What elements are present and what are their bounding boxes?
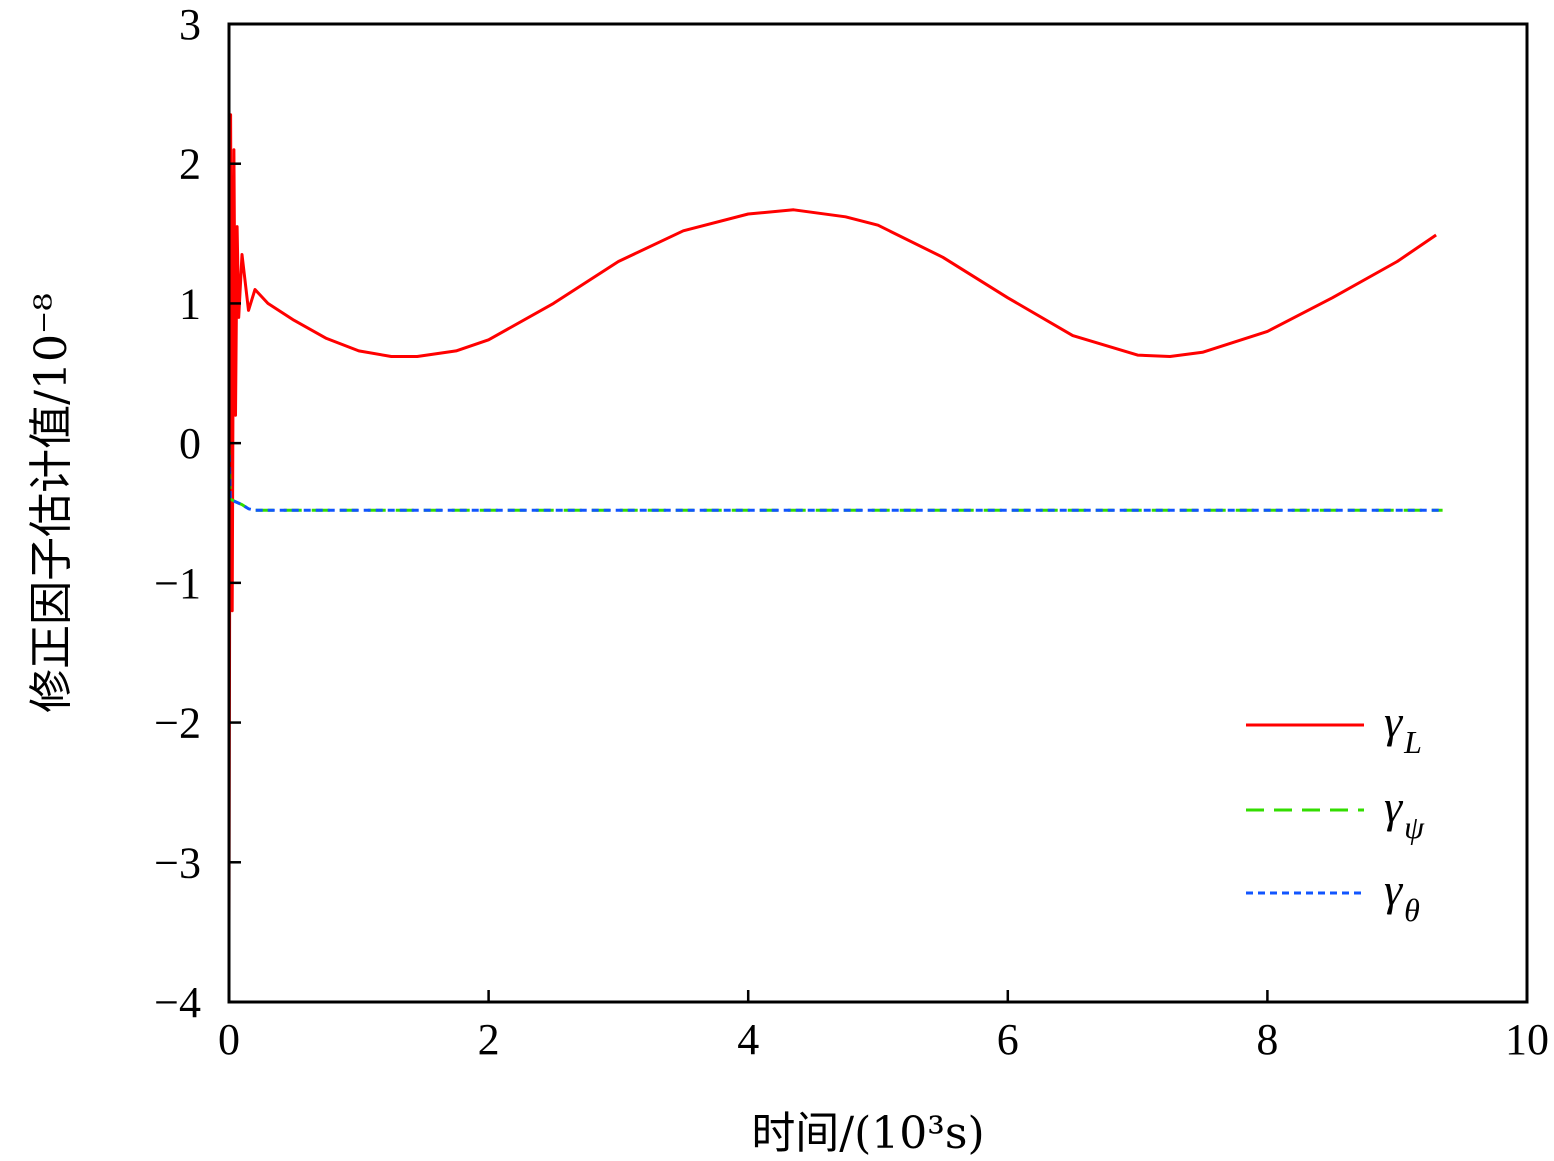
ticks-layer: 0 2 4 6 8 10 −4 −3 −2 −1 0 1 2 3 (154, 0, 1549, 1064)
y-tick-label: 0 (179, 419, 201, 468)
x-tick-label: 8 (1256, 1015, 1278, 1064)
legend-subscript: ψ (1404, 809, 1425, 845)
y-tick-label: −2 (154, 699, 201, 748)
y-tick-label: −3 (154, 838, 201, 887)
legend-subscript: L (1403, 724, 1422, 760)
legend-symbol: γ (1384, 864, 1404, 915)
y-tick-label: −1 (154, 559, 201, 608)
series-layer (227, 113, 1443, 926)
series-line-0 (227, 113, 1437, 926)
legend-subscript: θ (1404, 892, 1420, 928)
x-tick-label: 4 (737, 1015, 759, 1064)
series-line-1 (227, 443, 1443, 512)
y-tick-label: −4 (154, 978, 201, 1027)
series-line-2 (227, 443, 1443, 512)
y-axis-label: 修正因子估计值/10⁻⁸ (26, 293, 77, 713)
legend-symbol: γ (1384, 781, 1404, 832)
legend-label-0: γL (1384, 696, 1422, 760)
x-axis-label: 时间/(10³s) (751, 1108, 984, 1159)
x-tick-label: 6 (997, 1015, 1019, 1064)
legend-label-2: γθ (1384, 864, 1420, 928)
x-tick-label: 10 (1505, 1015, 1549, 1064)
y-tick-label: 3 (179, 0, 201, 49)
x-tick-label: 0 (218, 1015, 240, 1064)
legend-symbol: γ (1384, 696, 1404, 747)
y-tick-label: 2 (179, 140, 201, 189)
y-tick-label: 1 (179, 279, 201, 328)
plot-frame (227, 22, 1529, 1004)
x-tick-label: 2 (478, 1015, 500, 1064)
legend-label-1: γψ (1384, 781, 1425, 845)
